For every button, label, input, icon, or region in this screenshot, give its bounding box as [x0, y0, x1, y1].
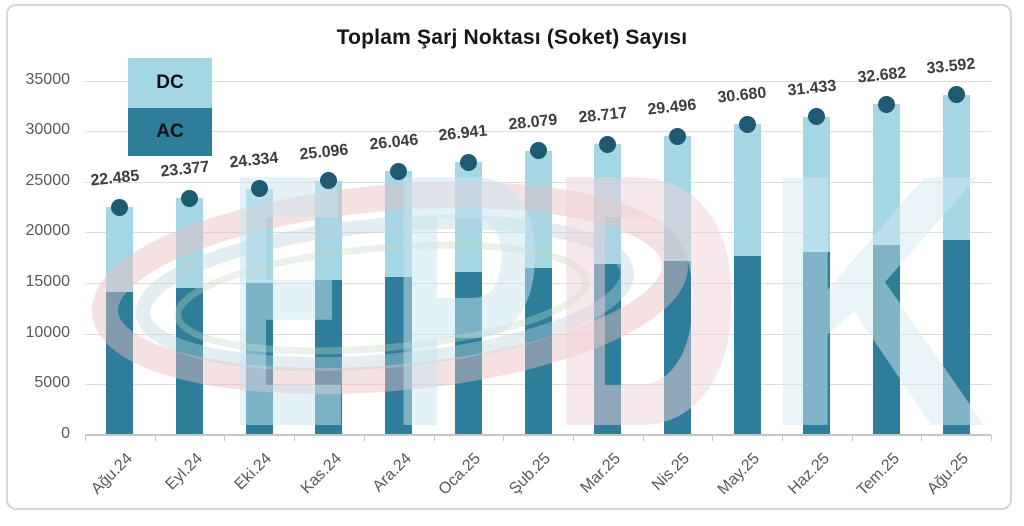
- bar-segment-dc: [942, 94, 970, 241]
- legend-label-ac: AC: [156, 121, 184, 142]
- total-marker-dot: [320, 172, 338, 190]
- x-tick-label: Nis.25: [649, 450, 694, 495]
- bar-segment-ac: [594, 263, 622, 435]
- x-tick-label: Ağu.24: [87, 450, 136, 498]
- x-axis-tick: [433, 435, 435, 441]
- bar-segment-dc: [803, 116, 831, 252]
- x-axis-tick: [712, 435, 714, 441]
- y-tick-label: 15000: [25, 273, 71, 291]
- bar-segment-dc: [315, 180, 343, 280]
- legend-swatch-dc: DC: [128, 58, 212, 108]
- bar-segment-dc: [245, 188, 273, 283]
- bar-segment-dc: [594, 144, 622, 264]
- bar-segment-dc: [385, 171, 413, 277]
- x-axis-tick: [154, 435, 156, 441]
- bar-segment-ac: [106, 292, 134, 435]
- bar-segment-dc: [454, 162, 482, 272]
- total-marker-dot: [738, 115, 756, 133]
- bar-segment-dc: [176, 198, 203, 289]
- legend: DC AC: [128, 58, 212, 156]
- total-marker-dot: [390, 162, 408, 180]
- bar-segment-ac: [176, 288, 203, 435]
- legend-swatch-ac: AC: [128, 108, 212, 156]
- bar-segment-ac: [524, 267, 552, 435]
- bar-segment-ac: [733, 255, 761, 435]
- x-axis-tick: [572, 435, 574, 441]
- total-marker-dot: [668, 127, 686, 145]
- bar-segment-ac: [245, 283, 273, 435]
- total-marker-dot: [459, 153, 477, 171]
- total-data-label: 33.592: [925, 55, 977, 78]
- x-tick-label: Mar.25: [577, 450, 624, 497]
- total-marker-dot: [250, 180, 268, 197]
- x-tick-label: Kas.24: [297, 450, 345, 498]
- bar-segment-ac: [315, 280, 343, 435]
- x-tick-label: Ağu.25: [924, 450, 973, 498]
- x-axis-tick: [851, 435, 853, 441]
- bar-segment-ac: [873, 244, 900, 435]
- bar-segment-ac: [454, 271, 482, 435]
- y-tick-label: 10000: [25, 323, 71, 341]
- x-tick-label: Haz.25: [784, 450, 833, 498]
- x-axis-tick: [503, 435, 505, 441]
- x-tick-label: May.25: [714, 450, 764, 499]
- bar-segment-ac: [663, 260, 691, 435]
- gridline: [85, 80, 991, 82]
- x-axis-tick: [921, 435, 923, 441]
- x-axis-tick: [642, 435, 644, 441]
- x-tick-label: Tem.25: [853, 450, 903, 500]
- x-axis-tick: [363, 435, 365, 441]
- bar-segment-dc: [873, 104, 900, 245]
- bar-segment-dc: [733, 124, 761, 256]
- y-tick-label: 20000: [25, 222, 71, 240]
- x-tick-label: Ara.24: [369, 450, 415, 496]
- y-tick-label: 35000: [25, 70, 71, 88]
- x-axis-tick: [294, 435, 296, 441]
- total-marker-dot: [599, 135, 617, 153]
- x-tick-label: Şub.25: [506, 450, 555, 498]
- legend-label-dc: DC: [156, 72, 184, 93]
- bar-segment-dc: [663, 136, 691, 261]
- gridline: [85, 131, 991, 133]
- x-tick-label: Oca.25: [435, 450, 485, 499]
- x-axis-tick: [85, 435, 86, 441]
- bar-segment-ac: [942, 240, 970, 435]
- x-axis-line: [85, 434, 991, 436]
- x-tick-label: Eyl.24: [162, 450, 206, 494]
- y-tick-label: 25000: [25, 171, 71, 189]
- total-marker-dot: [181, 189, 198, 207]
- y-tick-label: 0: [61, 425, 70, 442]
- total-marker-dot: [878, 95, 895, 113]
- y-tick-label: 30000: [25, 121, 71, 139]
- bar-segment-ac: [803, 251, 831, 435]
- total-marker-dot: [529, 142, 547, 160]
- bar-segment-ac: [385, 277, 413, 435]
- x-axis-tick: [781, 435, 783, 441]
- bar-segment-dc: [106, 207, 134, 293]
- bar-segment-dc: [524, 150, 552, 268]
- chart-title: Toplam Şarj Noktası (Soket) Sayısı: [336, 26, 688, 49]
- x-axis-tick: [224, 435, 226, 441]
- y-tick-label: 5000: [34, 374, 70, 392]
- total-marker-dot: [947, 86, 965, 104]
- total-marker-dot: [111, 198, 129, 216]
- x-axis-tick: [991, 435, 992, 441]
- x-tick-label: Eki.24: [231, 450, 276, 494]
- total-marker-dot: [808, 108, 826, 126]
